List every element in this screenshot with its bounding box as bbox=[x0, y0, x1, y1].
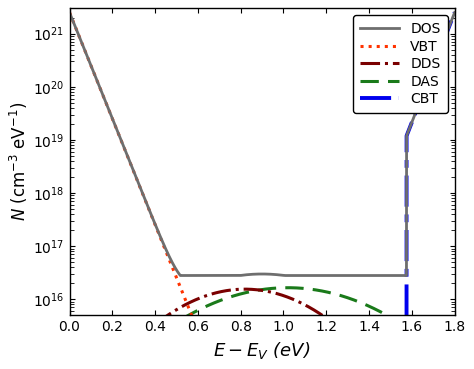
VBT bbox=[110, 119, 116, 124]
CBT bbox=[452, 10, 457, 15]
DDS bbox=[242, 287, 248, 292]
Line: DDS: DDS bbox=[70, 289, 455, 369]
CBT bbox=[444, 30, 450, 34]
DAS bbox=[214, 299, 220, 304]
DOS bbox=[110, 119, 116, 124]
Y-axis label: $N$ (cm$^{-3}$ eV$^{-1}$): $N$ (cm$^{-3}$ eV$^{-1}$) bbox=[9, 102, 30, 221]
DAS bbox=[134, 350, 139, 354]
DOS bbox=[215, 273, 220, 278]
X-axis label: $E - E_V$ (eV): $E - E_V$ (eV) bbox=[213, 340, 311, 361]
DAS bbox=[444, 357, 450, 361]
DDS bbox=[110, 363, 116, 367]
Legend: DOS, VBT, DDS, DAS, CBT: DOS, VBT, DDS, DAS, CBT bbox=[354, 15, 447, 113]
Line: DAS: DAS bbox=[70, 288, 455, 369]
DDS bbox=[214, 290, 220, 295]
DOS bbox=[67, 10, 73, 15]
Line: CBT: CBT bbox=[70, 13, 455, 369]
DOS bbox=[403, 273, 409, 278]
DAS bbox=[231, 294, 237, 298]
DOS bbox=[444, 30, 450, 34]
Line: DOS: DOS bbox=[70, 13, 455, 276]
DDS bbox=[134, 339, 139, 343]
DOS bbox=[134, 176, 139, 180]
DAS bbox=[452, 363, 457, 368]
Line: VBT: VBT bbox=[70, 13, 455, 369]
VBT bbox=[134, 176, 139, 180]
DDS bbox=[231, 287, 237, 292]
VBT bbox=[67, 10, 73, 15]
DOS bbox=[178, 273, 183, 278]
DOS bbox=[452, 10, 457, 15]
DOS bbox=[231, 273, 237, 278]
DAS bbox=[403, 324, 409, 329]
DAS bbox=[285, 286, 291, 290]
